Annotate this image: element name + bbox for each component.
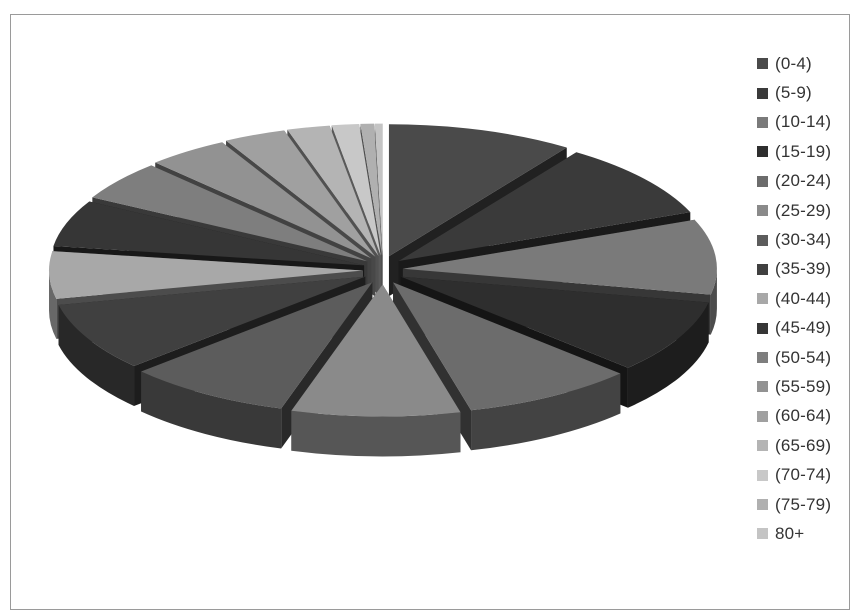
legend-label: (75-79) (775, 494, 832, 514)
legend-label: (10-14) (775, 112, 832, 132)
legend-item: (15-19) (757, 137, 857, 166)
chart-frame: (0-4) (5-9) (10-14) (15-19) (20-24) (25-29) (3… (10, 14, 850, 610)
legend-label: (60-64) (775, 406, 832, 426)
legend-label: (50-54) (775, 347, 832, 367)
legend-item: (40-44) (757, 284, 857, 313)
legend-swatch (757, 499, 768, 511)
legend-item: (50-54) (757, 343, 857, 372)
legend-item: (0-4) (757, 49, 857, 78)
legend-swatch (757, 205, 768, 217)
pie-slice (291, 284, 461, 457)
legend-label: (20-24) (775, 171, 832, 191)
legend-item: 80+ (757, 519, 857, 548)
legend-item: (75-79) (757, 490, 857, 519)
legend-item: (10-14) (757, 108, 857, 137)
chart-legend: (0-4) (5-9) (10-14) (15-19) (20-24) (25-29) (3… (757, 49, 857, 549)
legend-swatch (757, 58, 768, 70)
legend-item: (25-29) (757, 196, 857, 225)
legend-label: (40-44) (775, 288, 832, 308)
legend-item: (70-74) (757, 460, 857, 489)
legend-label: (70-74) (775, 465, 832, 485)
legend-label: (30-34) (775, 230, 832, 250)
legend-label: (45-49) (775, 318, 832, 338)
legend-label: 80+ (775, 523, 805, 543)
legend-swatch (757, 528, 768, 540)
legend-label: (15-19) (775, 141, 832, 161)
legend-label: (65-69) (775, 435, 832, 455)
legend-label: (35-39) (775, 259, 832, 279)
legend-item: (60-64) (757, 402, 857, 431)
legend-item: (20-24) (757, 167, 857, 196)
legend-swatch (757, 410, 768, 422)
legend-swatch (757, 381, 768, 393)
legend-item: (65-69) (757, 431, 857, 460)
legend-item: (45-49) (757, 314, 857, 343)
legend-swatch (757, 440, 768, 452)
legend-swatch (757, 263, 768, 275)
legend-swatch (757, 352, 768, 364)
legend-label: (55-59) (775, 376, 832, 396)
legend-item: (35-39) (757, 255, 857, 284)
legend-label: (5-9) (775, 83, 812, 103)
legend-swatch (757, 175, 768, 187)
legend-swatch (757, 293, 768, 305)
legend-item: (55-59) (757, 372, 857, 401)
legend-item: (30-34) (757, 225, 857, 254)
legend-swatch (757, 234, 768, 246)
legend-swatch (757, 87, 768, 99)
legend-label: (0-4) (775, 53, 812, 73)
legend-item: (5-9) (757, 78, 857, 107)
legend-swatch (757, 116, 768, 128)
legend-swatch (757, 322, 768, 334)
pie-chart (49, 123, 717, 457)
legend-swatch (757, 146, 768, 158)
legend-label: (25-29) (775, 200, 832, 220)
legend-swatch (757, 469, 768, 481)
